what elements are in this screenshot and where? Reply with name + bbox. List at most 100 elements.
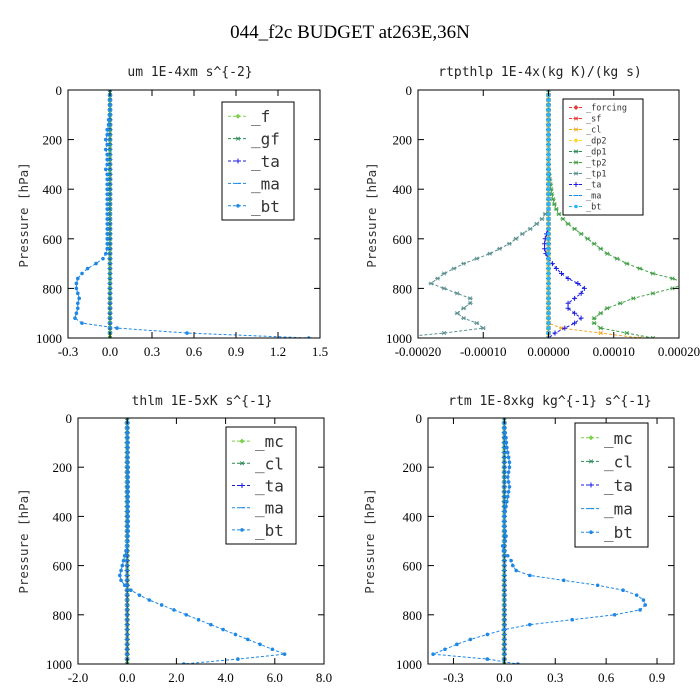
- data-point-bt: [76, 276, 80, 281]
- data-point-bt: [126, 514, 130, 519]
- data-point-bt: [105, 246, 109, 251]
- data-point-bt: [546, 306, 551, 311]
- legend-swatch-marker: [239, 438, 245, 444]
- series-group: [73, 90, 311, 338]
- data-point-ta: [565, 305, 571, 311]
- legend-swatch-marker: [239, 483, 245, 488]
- data-point-bt: [270, 647, 275, 652]
- data-point-bt: [546, 172, 551, 177]
- data-point-ta: [578, 315, 584, 321]
- data-point-tp1: [441, 286, 447, 291]
- x-tick-label: 0.0: [119, 670, 135, 685]
- data-point-ta: [572, 295, 578, 301]
- data-point-bt: [514, 568, 519, 573]
- data-point-bt: [76, 301, 80, 306]
- data-point-bt: [505, 553, 510, 558]
- data-point-bt: [503, 529, 507, 533]
- data-point-bt: [126, 490, 130, 494]
- data-point-bt: [105, 132, 109, 137]
- legend-swatch-marker: [573, 116, 579, 121]
- legend-label: _bt: [255, 521, 284, 540]
- data-point-bt: [546, 202, 551, 206]
- data-point-bt: [94, 261, 98, 266]
- data-point-tp1: [441, 271, 447, 276]
- data-point-bt: [105, 127, 109, 132]
- series-group: [118, 418, 287, 664]
- data-point-bt: [506, 470, 511, 474]
- data-point-bt: [505, 499, 509, 504]
- data-point-bt: [621, 588, 625, 592]
- legend-label: _sf: [586, 115, 601, 125]
- legend-swatch-marker: [240, 528, 244, 532]
- legend-label: _ta: [251, 152, 280, 171]
- data-point-bt: [105, 142, 109, 147]
- y-tick-label: 200: [53, 460, 73, 475]
- legend: _mc _cl _ta _ma _bt: [225, 426, 297, 545]
- data-point-bt: [106, 122, 111, 127]
- data-point-tp1: [428, 281, 434, 286]
- data-point-bt: [546, 98, 551, 102]
- data-point-bt: [501, 549, 506, 553]
- data-point-bt: [209, 622, 213, 627]
- x-tick-label: 0.6: [186, 344, 203, 359]
- legend-swatch-marker: [573, 160, 579, 165]
- data-point-bt: [233, 632, 238, 637]
- data-point-tp1: [467, 301, 473, 306]
- x-tick-label: 8.0: [316, 670, 332, 685]
- data-point-tp2: [591, 241, 597, 246]
- data-point-bt: [431, 652, 435, 656]
- data-point-bt: [125, 426, 130, 430]
- data-point-bt: [120, 563, 125, 568]
- data-point-bt: [105, 172, 109, 177]
- x-tick-label: 0.3: [547, 670, 563, 685]
- data-point-tp2: [669, 276, 675, 281]
- data-point-bt: [129, 588, 133, 592]
- y-axis-label: Pressure [hPa]: [16, 162, 31, 267]
- data-point-bt: [643, 603, 647, 607]
- data-point-bt: [546, 187, 551, 191]
- x-tick-label: -2.0: [68, 670, 89, 685]
- data-point-tp1: [480, 325, 486, 331]
- legend: _f _gf _ta _ma _bt: [221, 101, 295, 221]
- data-point-ta: [575, 280, 581, 286]
- data-point-bt: [105, 152, 109, 157]
- x-tick-label: -0.3: [443, 670, 464, 685]
- data-point-bt: [105, 232, 109, 236]
- panel-title: um 1E-4xm s^{-2}: [127, 65, 252, 80]
- data-point-bt: [74, 281, 79, 286]
- data-point-bt: [546, 182, 551, 187]
- data-point-tp1: [461, 261, 467, 266]
- data-point-bt: [546, 222, 551, 226]
- data-point-tp2: [683, 282, 688, 286]
- y-tick-label: 0: [406, 83, 413, 98]
- data-point-bt: [546, 142, 551, 147]
- data-point-bt: [546, 147, 551, 152]
- data-point-bt: [108, 103, 112, 107]
- data-point-bt: [105, 237, 109, 241]
- data-point-bt: [101, 256, 105, 261]
- data-point-bt: [185, 331, 189, 335]
- data-point-bt: [282, 652, 287, 656]
- data-point-tp1: [527, 226, 533, 231]
- data-point-bt: [443, 647, 447, 652]
- data-point-bt: [546, 256, 551, 261]
- data-point-tp1: [454, 311, 460, 316]
- plot-frame: [77, 417, 325, 665]
- data-point-bt: [505, 475, 510, 479]
- x-tick-label: 0.9: [649, 670, 665, 685]
- data-point-tp2: [560, 216, 566, 222]
- data-point-tp1: [441, 330, 447, 336]
- data-point-bt: [546, 122, 551, 127]
- data-point-bt: [509, 558, 513, 563]
- data-point-bt: [507, 465, 512, 470]
- data-point-bt: [125, 435, 130, 440]
- legend-label: _cl: [586, 126, 601, 136]
- x-tick-label: 2.0: [168, 670, 184, 685]
- y-tick-label: 400: [53, 509, 73, 524]
- data-point-tp2: [630, 296, 636, 301]
- data-point-bt: [504, 534, 508, 538]
- y-tick-label: 600: [43, 232, 63, 247]
- data-point-bt: [124, 549, 128, 553]
- data-point-bt: [546, 281, 551, 286]
